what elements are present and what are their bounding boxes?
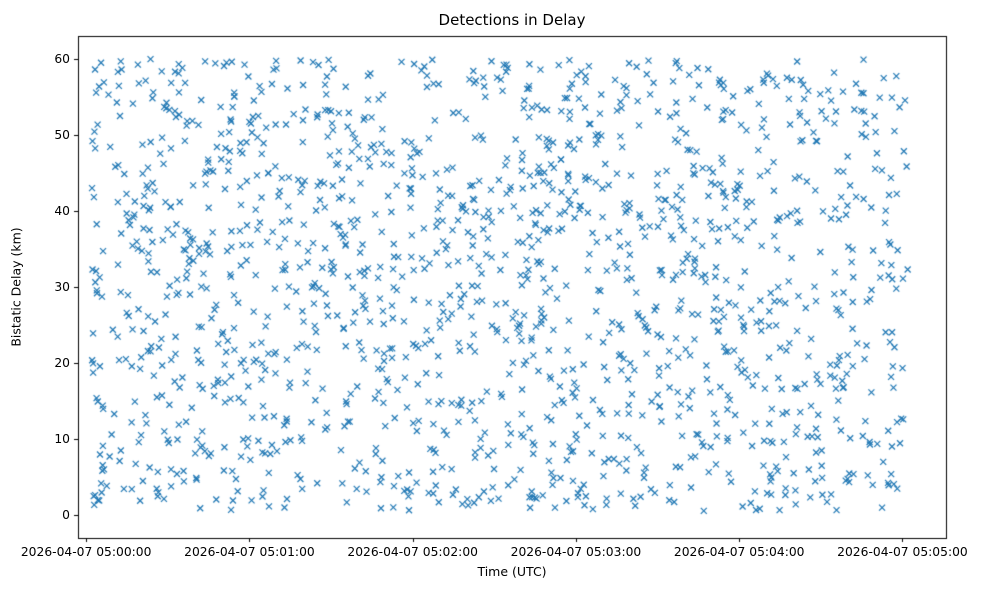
x-tick-label: 2026-04-07 05:03:00: [510, 545, 642, 559]
y-tick-label: 10: [54, 432, 70, 447]
y-tick-label: 40: [54, 203, 70, 218]
x-tick-label: 2026-04-07 05:01:00: [184, 545, 315, 559]
y-axis-label: Bistatic Delay (km): [8, 227, 24, 347]
x-tick-label: 2026-04-07 05:00:00: [20, 545, 152, 559]
x-tick-label: 2026-04-07 05:05:00: [837, 545, 968, 559]
y-tick-label: 0: [62, 508, 70, 523]
y-tick-label: 50: [54, 127, 70, 142]
x-axis-label: Time (UTC): [477, 564, 547, 579]
x-tick-label: 2026-04-07 05:04:00: [673, 545, 805, 559]
y-tick-label: 60: [54, 51, 70, 66]
x-tick-label: 2026-04-07 05:02:00: [347, 545, 478, 559]
y-tick-label: 30: [54, 280, 70, 294]
y-tick-label: 20: [54, 356, 70, 371]
chart-title: Detections in Delay: [438, 11, 586, 29]
